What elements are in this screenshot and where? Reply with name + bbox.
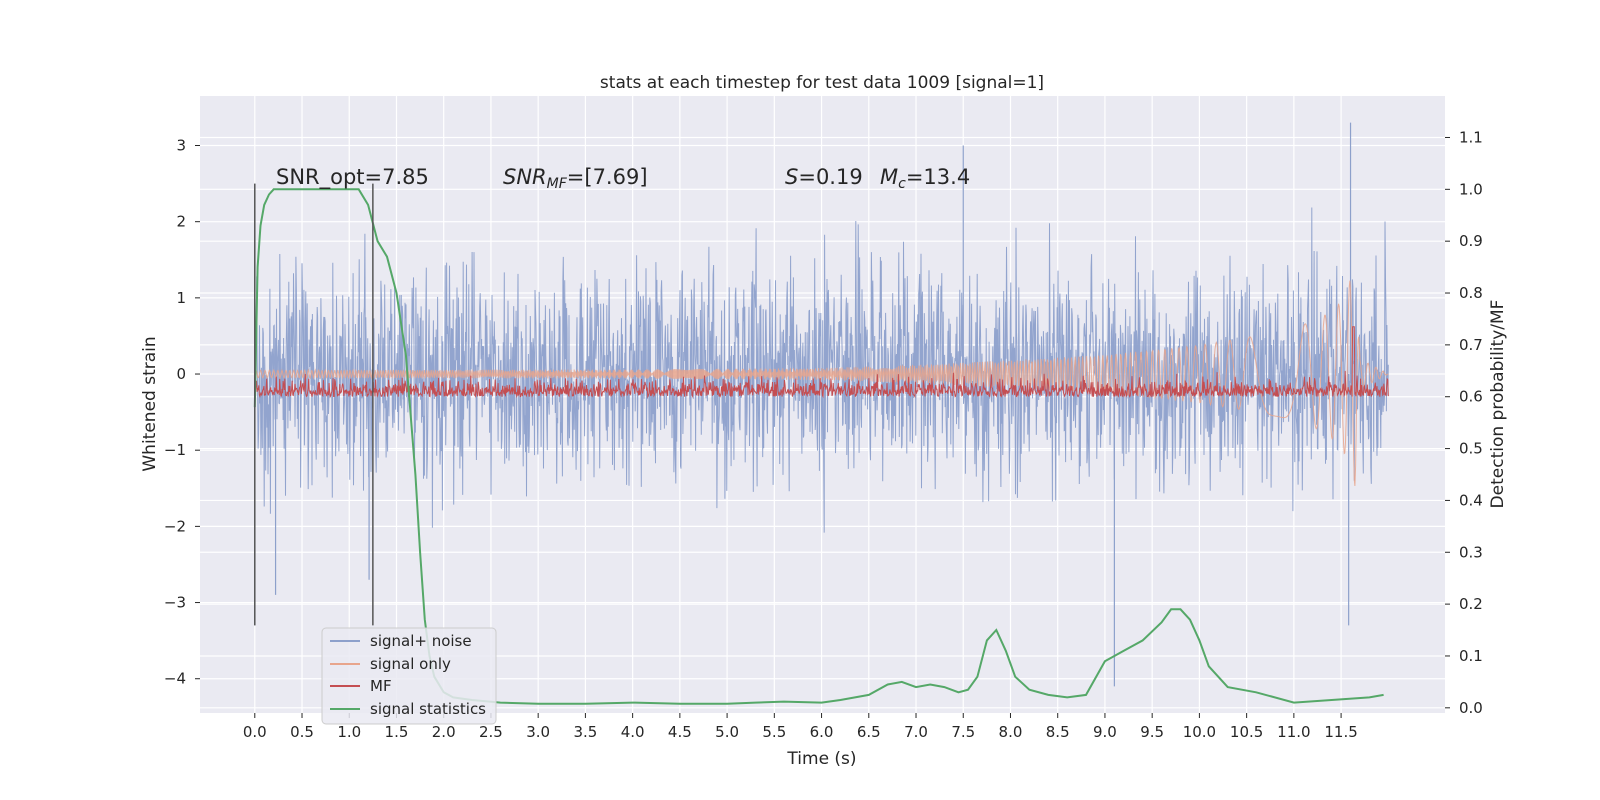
- legend-label-signal-noise: signal+ noise: [370, 632, 472, 650]
- annotation-mc: Mc=13.4: [880, 165, 970, 192]
- left-y-tick-label: −2: [164, 517, 186, 535]
- left-y-axis-ticks: 3 2 1 0 −1 −2 −3 −4: [164, 137, 200, 688]
- x-tick-label: 10.0: [1183, 723, 1216, 741]
- left-y-tick-label: −1: [164, 441, 186, 459]
- x-tick-label: 0.5: [290, 723, 314, 741]
- x-axis-ticks: 0.0 0.5 1.0 1.5 2.0 2.5 3.0 3.5 4.0 4.5 5.0 5.5 6.0 6…: [243, 713, 1358, 741]
- x-tick-label: 7.5: [951, 723, 975, 741]
- x-tick-label: 1.0: [337, 723, 361, 741]
- x-tick-label: 3.0: [526, 723, 550, 741]
- x-tick-label: 2.5: [479, 723, 503, 741]
- x-tick-label: 9.0: [1093, 723, 1117, 741]
- right-y-tick-label: 0.8: [1459, 284, 1483, 302]
- x-tick-label: 8.0: [999, 723, 1023, 741]
- chart-title: stats at each timestep for test data 100…: [600, 73, 1044, 93]
- x-tick-label: 6.0: [810, 723, 834, 741]
- legend-label-mf: MF: [370, 677, 392, 695]
- left-y-tick-label: −4: [164, 670, 186, 688]
- left-y-tick-label: 1: [176, 289, 186, 307]
- x-tick-label: 11.5: [1324, 723, 1357, 741]
- right-y-tick-label: 0.1: [1459, 647, 1483, 665]
- right-y-tick-label: 0.4: [1459, 491, 1483, 509]
- x-tick-label: 5.0: [715, 723, 739, 741]
- annotation-s-value: =0.19: [798, 165, 862, 189]
- x-tick-label: 8.5: [1046, 723, 1070, 741]
- x-tick-label: 1.5: [385, 723, 409, 741]
- x-tick-label: 0.0: [243, 723, 267, 741]
- left-y-tick-label: −3: [164, 594, 186, 612]
- right-y-tick-label: 0.2: [1459, 595, 1483, 613]
- series-mf: [254, 326, 1389, 399]
- x-tick-label: 4.0: [621, 723, 645, 741]
- annotation-snr-mf: SNRMF=[7.69]: [503, 165, 648, 192]
- annotation-mc-value: =13.4: [906, 165, 970, 189]
- right-y-tick-label: 1.0: [1459, 180, 1483, 198]
- series-signal-statistics: [253, 188, 1384, 705]
- legend-label-signal-only: signal only: [370, 655, 451, 673]
- right-y-tick-label: 0.5: [1459, 440, 1483, 458]
- left-y-tick-label: 0: [176, 365, 186, 383]
- annotation-snr-opt: SNR_opt=7.85: [276, 165, 429, 190]
- right-y-tick-label: 0.0: [1459, 699, 1483, 717]
- mf-line: [254, 326, 1389, 399]
- legend-box: [321, 627, 497, 725]
- annotation-mc-sub: c: [898, 176, 906, 192]
- right-y-tick-label: 0.6: [1459, 388, 1483, 406]
- x-tick-label: 3.5: [573, 723, 597, 741]
- annotation-s: S=0.19: [785, 165, 863, 189]
- left-y-axis-label: Whitened strain: [140, 336, 160, 471]
- x-axis-label: Time (s): [786, 749, 856, 769]
- x-tick-label: 2.0: [432, 723, 456, 741]
- left-y-tick-label: 3: [176, 137, 186, 155]
- annotation-snr-mf-sub: MF: [547, 176, 568, 192]
- right-y-tick-label: 0.3: [1459, 543, 1483, 561]
- signal-statistics-line: [253, 188, 1384, 705]
- annotation-mc-name: M: [880, 165, 898, 189]
- annotation-snr-mf-name: SNR: [503, 165, 547, 189]
- signal-only-line: [254, 280, 1389, 487]
- x-tick-label: 9.5: [1140, 723, 1164, 741]
- annotation-snr-mf-value: =[7.69]: [567, 165, 648, 189]
- right-y-axis-label: Detection probability/MF: [1488, 300, 1508, 509]
- x-tick-label: 7.0: [904, 723, 928, 741]
- x-tick-label: 11.0: [1277, 723, 1310, 741]
- annotation-s-name: S: [785, 165, 798, 189]
- x-tick-label: 6.5: [857, 723, 881, 741]
- right-y-tick-label: 0.7: [1459, 336, 1483, 354]
- x-tick-label: 10.5: [1230, 723, 1263, 741]
- series-signal-only: [254, 280, 1389, 487]
- left-y-tick-label: 2: [176, 213, 186, 231]
- legend-label-signal-statistics: signal statistics: [370, 700, 486, 718]
- vertical-markers: [254, 183, 374, 626]
- right-y-axis-ticks: 1.1 1.0 0.9 0.8 0.7 0.6 0.5 0.4 0.3 0.2 0.1 0.0: [1445, 128, 1483, 717]
- x-tick-label: 4.5: [668, 723, 692, 741]
- right-y-tick-label: 0.9: [1459, 232, 1483, 250]
- legend: signal+ noise signal only MF signal stat…: [321, 627, 497, 725]
- right-y-tick-label: 1.1: [1459, 128, 1483, 146]
- x-tick-label: 5.5: [762, 723, 786, 741]
